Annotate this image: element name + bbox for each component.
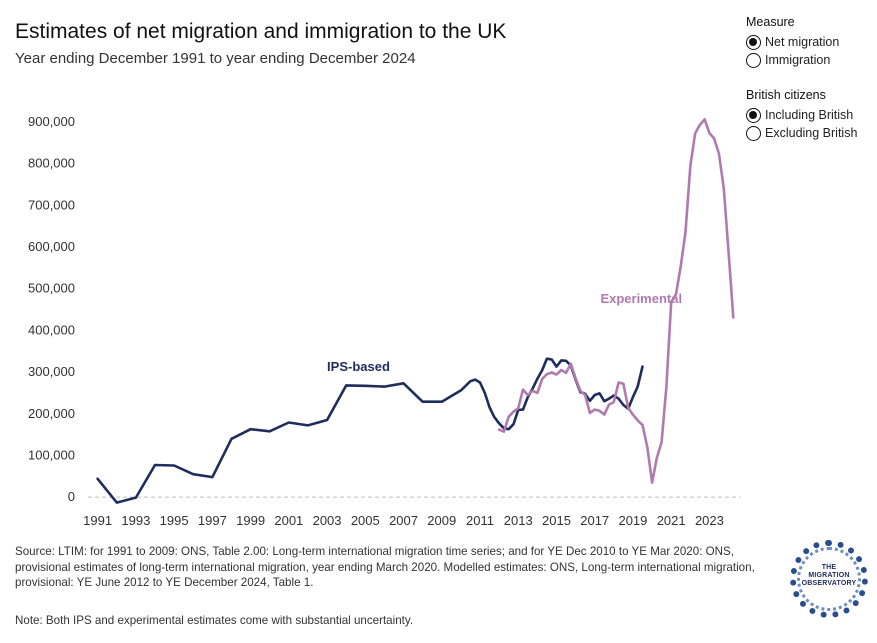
x-tick-label: 2009 — [427, 513, 456, 528]
option-label: Immigration — [765, 53, 831, 67]
y-tick-label: 600,000 — [28, 239, 75, 254]
y-axis: 0 100,000 200,000 300,000 400,000 500,000 600,… — [28, 114, 740, 504]
british-citizens-control: British citizens Including British Exclu… — [746, 88, 857, 142]
series-label-layer: IPS-based Experimental — [327, 291, 682, 374]
x-tick-label: 1995 — [160, 513, 189, 528]
x-tick-label: 2023 — [695, 513, 724, 528]
x-tick-label: 1997 — [198, 513, 227, 528]
x-tick-label: 2013 — [504, 513, 533, 528]
measure-heading: Measure — [746, 15, 795, 29]
series-label-experimental: Experimental — [600, 291, 682, 306]
option-label: Excluding British — [765, 126, 858, 140]
radio-unselected-icon[interactable] — [746, 125, 761, 141]
option-label: Including British — [765, 108, 854, 122]
logo-text: THE MIGRATION OBSERVATORY — [801, 564, 857, 587]
y-tick-label: 400,000 — [28, 322, 75, 337]
y-tick-label: 0 — [68, 489, 75, 504]
series-label-ips-based: IPS-based — [327, 359, 390, 374]
migration-observatory-logo: THE MIGRATION OBSERVATORY — [790, 540, 868, 618]
source-note: Source: LTIM: for 1991 to 2009: ONS, Tab… — [15, 545, 755, 589]
radio-selected-icon[interactable] — [746, 107, 761, 123]
x-tick-label: 2021 — [657, 513, 686, 528]
x-tick-label: 2001 — [274, 513, 303, 528]
measure-control: Measure Net migration Immigration — [746, 15, 839, 69]
x-tick-label: 1991 — [83, 513, 112, 528]
measure-option-immigration[interactable]: Immigration — [746, 51, 839, 69]
x-tick-label: 2015 — [542, 513, 571, 528]
logo-ring-icon — [790, 540, 868, 618]
british-heading: British citizens — [746, 88, 826, 102]
british-option-excluding[interactable]: Excluding British — [746, 124, 857, 142]
line-chart: 0 100,000 200,000 300,000 400,000 500,000 600,… — [28, 114, 740, 528]
logo-inner-ring-icon — [797, 547, 861, 611]
y-tick-label: 100,000 — [28, 447, 75, 462]
measure-option-net-migration[interactable]: Net migration — [746, 33, 839, 51]
series-layer — [96, 118, 735, 504]
series-line-ips-based — [96, 357, 644, 504]
y-tick-label: 200,000 — [28, 406, 75, 421]
x-tick-label: 2003 — [313, 513, 342, 528]
y-tick-label: 700,000 — [28, 197, 75, 212]
uncertainty-note: Note: Both IPS and experimental estimate… — [15, 614, 414, 627]
y-tick-label: 800,000 — [28, 156, 75, 171]
x-tick-label: 1993 — [121, 513, 150, 528]
x-tick-label: 2017 — [580, 513, 609, 528]
x-tick-label: 2019 — [618, 513, 647, 528]
x-axis: 1991 1993 1995 1997 1999 2001 2003 2005 2007 2009… — [83, 513, 724, 528]
x-tick-label: 2011 — [466, 513, 494, 528]
radio-selected-icon[interactable] — [746, 34, 761, 50]
british-option-including[interactable]: Including British — [746, 106, 857, 124]
y-tick-label: 500,000 — [28, 281, 75, 296]
x-tick-label: 2007 — [389, 513, 418, 528]
chart-subtitle: Year ending December 1991 to year ending… — [15, 50, 416, 67]
chart-title: Estimates of net migration and immigrati… — [15, 20, 507, 43]
x-tick-label: 1999 — [236, 513, 265, 528]
radio-unselected-icon[interactable] — [746, 52, 761, 68]
y-tick-label: 300,000 — [28, 364, 75, 379]
x-tick-label: 2005 — [351, 513, 380, 528]
series-line-experimental — [497, 118, 735, 484]
option-label: Net migration — [765, 35, 840, 49]
y-tick-label: 900,000 — [28, 114, 75, 129]
